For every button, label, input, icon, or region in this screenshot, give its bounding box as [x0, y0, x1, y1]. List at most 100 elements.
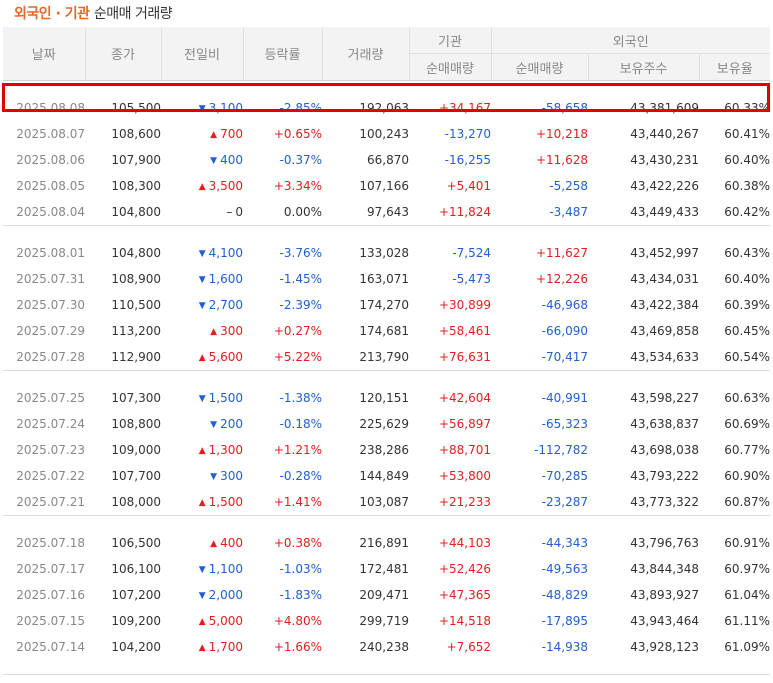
cell-rate: -1.38%: [279, 391, 322, 405]
title-suffix: 순매매 거래량: [93, 6, 173, 22]
cell-close: 108,900: [111, 272, 161, 286]
table-row: 2025.08.06 107,900400 -0.37% 66,870 -16,255 +…: [3, 147, 770, 173]
table-row: 2025.08.05 108,3003,500 +3.34% 107,166 +5,40…: [3, 173, 770, 199]
cell-foreign-net: -112,782: [534, 443, 588, 457]
cell-date: 2025.07.29: [16, 324, 85, 338]
cell-institution-net: +76,631: [438, 350, 491, 364]
cell-volume: 174,270: [359, 298, 409, 312]
cell-foreign-net: +10,218: [535, 127, 588, 141]
cell-change: 2,000: [161, 582, 243, 608]
table-row: 2025.07.28 112,9005,600 +5.22% 213,790 +76,6…: [3, 344, 770, 371]
cell-rate: -1.03%: [279, 562, 322, 576]
cell-volume: 144,849: [359, 469, 409, 483]
table-row: 2025.08.08 105,5003,100 -2.85% 192,063 +34,1…: [3, 95, 770, 121]
cell-change: 5,600: [161, 344, 243, 371]
cell-date: 2025.07.31: [16, 272, 85, 286]
cell-close: 108,600: [111, 127, 161, 141]
cell-rate: -0.18%: [279, 417, 322, 431]
table-row: 2025.07.17 106,1001,100 -1.03% 172,481 +52,4…: [3, 556, 770, 582]
cell-change: 5,000: [161, 608, 243, 634]
cell-rate: +1.21%: [273, 443, 322, 457]
cell-close: 107,300: [111, 391, 161, 405]
cell-foreign-ratio: 61.04%: [724, 588, 770, 602]
cell-change: 300: [161, 318, 243, 344]
cell-rate: +1.41%: [273, 495, 322, 509]
cell-institution-net: -5,473: [452, 272, 491, 286]
cell-institution-net: +53,800: [438, 469, 491, 483]
cell-change: 1,700: [161, 634, 243, 660]
cell-rate: +0.38%: [273, 536, 322, 550]
cell-rate: -2.85%: [279, 101, 322, 115]
cell-foreign-holdings: 43,381,609: [630, 101, 699, 115]
cell-volume: 133,028: [359, 246, 409, 260]
cell-volume: 240,238: [359, 640, 409, 654]
table-row: 2025.07.21 108,0001,500 +1.41% 103,087 +21,2…: [3, 489, 770, 516]
cell-close: 104,800: [111, 205, 161, 219]
cell-close: 109,000: [111, 443, 161, 457]
cell-foreign-net: -14,938: [541, 640, 588, 654]
cell-date: 2025.08.08: [16, 101, 85, 115]
cell-volume: 174,681: [359, 324, 409, 338]
table-row: 2025.07.16 107,2002,000 -1.83% 209,471 +47,3…: [3, 582, 770, 608]
cell-close: 105,500: [111, 101, 161, 115]
cell-foreign-net: -44,343: [541, 536, 588, 550]
cell-volume: 107,166: [359, 179, 409, 193]
cell-foreign-holdings: 43,469,858: [630, 324, 699, 338]
cell-foreign-ratio: 60.42%: [724, 205, 770, 219]
cell-foreign-holdings: 43,440,267: [630, 127, 699, 141]
cell-foreign-ratio: 60.54%: [724, 350, 770, 364]
cell-close: 112,900: [111, 350, 161, 364]
cell-foreign-holdings: 43,796,763: [630, 536, 699, 550]
header-rate: 등락률: [242, 27, 322, 81]
header-foreign-net: 순매매량: [490, 53, 588, 81]
cell-institution-net: +42,604: [438, 391, 491, 405]
header-institution-group: 기관: [408, 27, 491, 54]
cell-foreign-ratio: 60.97%: [724, 562, 770, 576]
table-row: 2025.08.04 104,8000 0.00% 97,643 +11,824 -3,4…: [3, 199, 770, 226]
cell-institution-net: +11,824: [438, 205, 491, 219]
cell-change: 2,700: [161, 292, 243, 318]
cell-foreign-holdings: 43,844,348: [630, 562, 699, 576]
header-foreign-group: 외국인: [490, 27, 770, 54]
cell-foreign-net: -3,487: [549, 205, 588, 219]
cell-foreign-holdings: 43,430,231: [630, 153, 699, 167]
cell-foreign-ratio: 60.33%: [724, 101, 770, 115]
cell-foreign-ratio: 60.69%: [724, 417, 770, 431]
cell-change: 400: [161, 147, 243, 173]
cell-volume: 120,151: [359, 391, 409, 405]
cell-date: 2025.08.07: [16, 127, 85, 141]
cell-rate: +3.34%: [273, 179, 322, 193]
cell-date: 2025.08.04: [16, 205, 85, 219]
cell-close: 106,100: [111, 562, 161, 576]
cell-date: 2025.07.22: [16, 469, 85, 483]
cell-foreign-net: -49,563: [541, 562, 588, 576]
trading-table: 날짜 종가 전일비 등락률 거래량 기관 외국인 순매매량 순매매량 보유주수 …: [3, 27, 770, 675]
cell-foreign-net: -58,658: [541, 101, 588, 115]
cell-close: 104,200: [111, 640, 161, 654]
cell-close: 109,200: [111, 614, 161, 628]
cell-close: 108,000: [111, 495, 161, 509]
cell-institution-net: -7,524: [452, 246, 491, 260]
cell-institution-net: +14,518: [438, 614, 491, 628]
cell-institution-net: -16,255: [444, 153, 491, 167]
cell-date: 2025.07.24: [16, 417, 85, 431]
table-row: 2025.08.07 108,600700 +0.65% 100,243 -13,270…: [3, 121, 770, 147]
cell-date: 2025.07.18: [16, 536, 85, 550]
cell-foreign-ratio: 60.45%: [724, 324, 770, 338]
header-foreign-holdings: 보유주수: [587, 53, 699, 81]
cell-date: 2025.07.23: [16, 443, 85, 457]
cell-foreign-ratio: 60.87%: [724, 495, 770, 509]
cell-foreign-ratio: 60.39%: [724, 298, 770, 312]
cell-institution-net: +21,233: [438, 495, 491, 509]
cell-volume: 103,087: [359, 495, 409, 509]
cell-foreign-ratio: 61.11%: [724, 614, 770, 628]
table-row: 2025.07.22 107,700300 -0.28% 144,849 +53,800…: [3, 463, 770, 489]
cell-date: 2025.07.15: [16, 614, 85, 628]
cell-change: 1,100: [161, 556, 243, 582]
table-row: 2025.07.25 107,3001,500 -1.38% 120,151 +42,6…: [3, 385, 770, 411]
cell-change: 400: [161, 530, 243, 556]
cell-date: 2025.07.25: [16, 391, 85, 405]
cell-rate: -2.39%: [279, 298, 322, 312]
cell-volume: 97,643: [367, 205, 409, 219]
table-row: 2025.07.24 108,800200 -0.18% 225,629 +56,897…: [3, 411, 770, 437]
